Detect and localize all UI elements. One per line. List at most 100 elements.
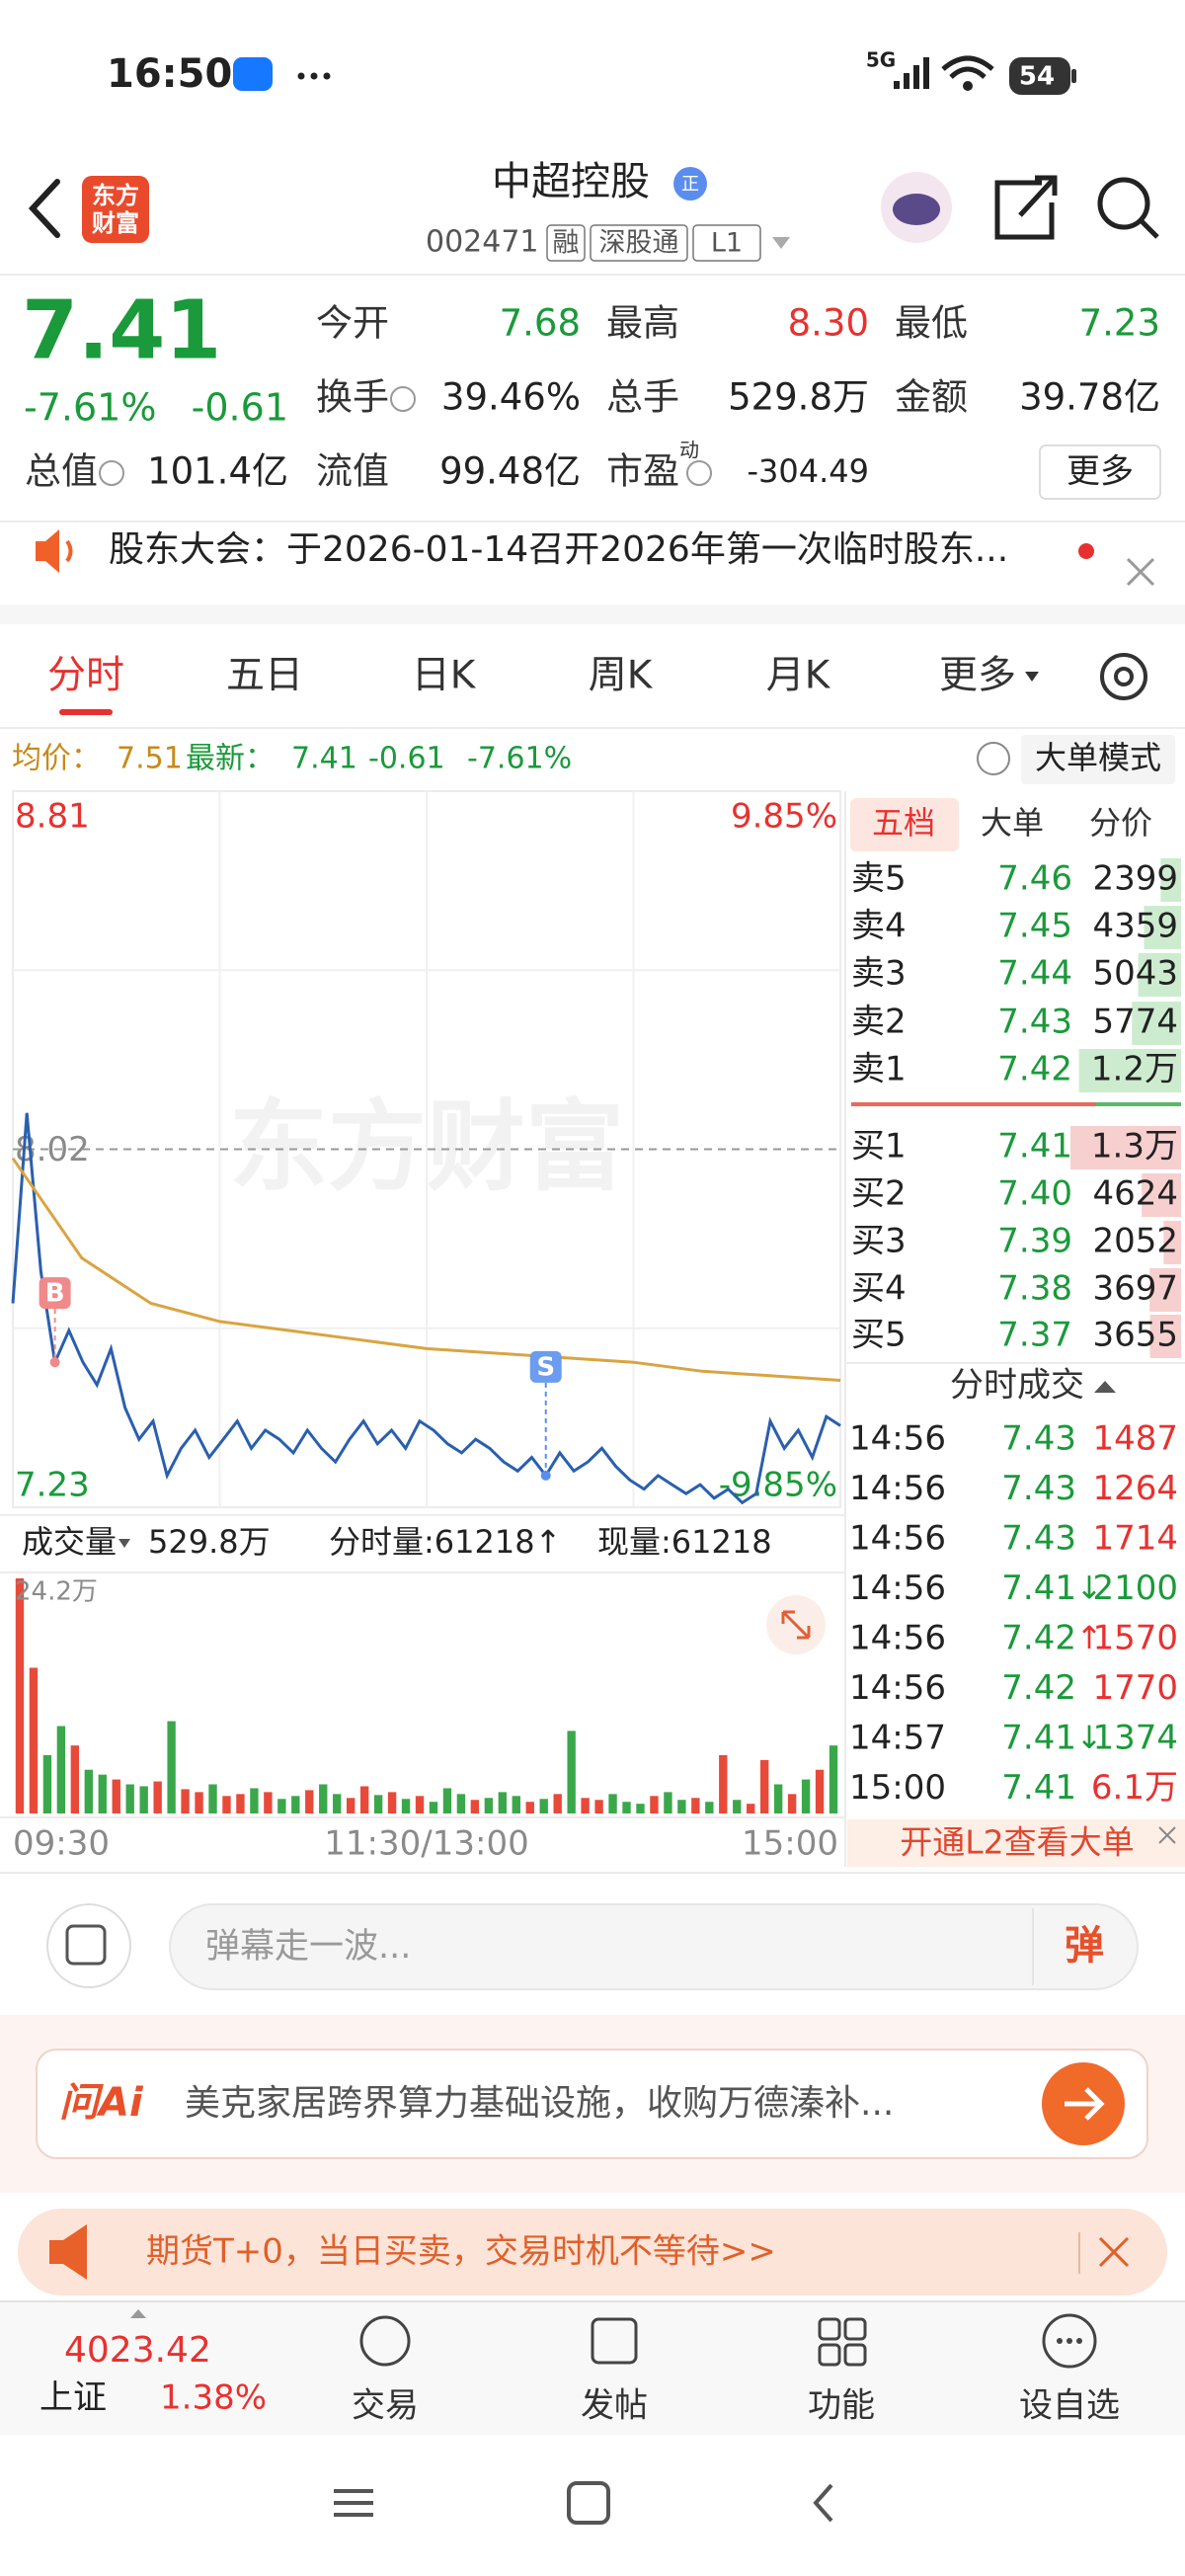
time-label: 15:00 xyxy=(742,1824,838,1864)
promo-text[interactable]: 期货T+0，当日买卖，交易时机不等待>> xyxy=(146,2232,776,2272)
book-label: 卖3 xyxy=(851,954,907,994)
share-icon[interactable] xyxy=(994,175,1058,240)
volume-bar xyxy=(594,1800,603,1813)
close-icon[interactable] xyxy=(1126,557,1155,587)
volume-bar xyxy=(84,1769,94,1813)
promo-banner[interactable] xyxy=(18,2209,1167,2295)
danmaku-toggle[interactable] xyxy=(46,1903,131,1988)
more-button-text[interactable]: 更多 xyxy=(1066,452,1134,492)
nav-item[interactable]: 设自选 xyxy=(1019,2386,1120,2426)
more-caret xyxy=(1025,672,1039,682)
book-price: 7.39 xyxy=(997,1222,1072,1261)
volume-bar xyxy=(567,1731,576,1813)
trade-time: 14:57 xyxy=(849,1719,946,1758)
more-button[interactable] xyxy=(1039,444,1161,500)
volume-bar xyxy=(112,1779,120,1813)
settings-icon[interactable] xyxy=(1100,653,1147,700)
nav-item[interactable]: 交易 xyxy=(352,2386,419,2426)
depth-bar xyxy=(1138,953,1181,997)
book-volume: 3697 xyxy=(1092,1269,1178,1309)
nav-icon xyxy=(843,2343,867,2367)
volume-bar xyxy=(346,1798,356,1813)
marker-label: B xyxy=(45,1279,65,1309)
system-back[interactable] xyxy=(813,2483,833,2523)
trade-price: 7.42 xyxy=(1001,1619,1076,1658)
index-name: 上证 xyxy=(40,2378,107,2418)
volume-bar xyxy=(539,1799,548,1813)
promo-close[interactable] xyxy=(1098,2236,1130,2268)
index-value[interactable]: 4023.42 xyxy=(64,2330,211,2371)
big-order-text[interactable]: 大单模式 xyxy=(1035,739,1161,776)
book-tab[interactable]: 分价 xyxy=(1089,804,1152,842)
big-order-button[interactable] xyxy=(1021,735,1175,784)
l2-close[interactable] xyxy=(1158,1826,1176,1844)
nav-item[interactable]: 发帖 xyxy=(581,2386,648,2426)
stat-value: 39.78亿 xyxy=(1019,376,1160,419)
book-volume: 4359 xyxy=(1092,907,1178,946)
latest-label: 最新： xyxy=(186,742,275,776)
l2-text[interactable]: 开通L2查看大单 xyxy=(900,1823,1134,1862)
volume-caret xyxy=(118,1539,130,1548)
stat-label: 市盈 xyxy=(606,450,679,493)
y-tick-label: 8.81 xyxy=(15,797,90,837)
tab[interactable]: 五日 xyxy=(226,654,303,698)
depth-bar xyxy=(1163,1221,1181,1264)
volume-bar xyxy=(208,1784,217,1813)
danmaku-input[interactable] xyxy=(169,1903,1139,1990)
trade-price: 7.41 xyxy=(1001,1569,1076,1608)
info-icon[interactable] xyxy=(686,460,712,486)
volume-bar xyxy=(787,1794,797,1813)
tab[interactable]: 周K xyxy=(589,654,654,698)
book-tab[interactable]: 五档 xyxy=(872,804,935,842)
logo xyxy=(82,176,149,243)
book-price: 7.37 xyxy=(997,1316,1072,1355)
notice-text[interactable]: 股东大会：于2026-01-14召开2026年第一次临时股东... xyxy=(109,529,1008,570)
nav-item[interactable]: 功能 xyxy=(808,2386,875,2426)
danmaku-placeholder[interactable]: 弹幕走一波... xyxy=(205,1927,411,1967)
volume-bar xyxy=(415,1796,425,1813)
dropdown-arrow[interactable] xyxy=(772,237,790,249)
tab[interactable]: 月K xyxy=(766,654,831,698)
tab[interactable]: 更多 xyxy=(939,654,1016,698)
book-label: 买4 xyxy=(851,1269,907,1309)
book-tab[interactable]: 大单 xyxy=(981,804,1044,842)
stat-label: 金额 xyxy=(895,376,968,419)
trade-volume: 1714 xyxy=(1092,1519,1178,1559)
section-gap xyxy=(0,604,1185,624)
back-button[interactable] xyxy=(28,179,60,238)
tab[interactable]: 分时 xyxy=(47,654,124,698)
depth-bar xyxy=(1149,1268,1181,1312)
volume-bar xyxy=(498,1792,508,1813)
book-label: 买2 xyxy=(851,1174,907,1214)
volume-bar xyxy=(622,1802,631,1813)
trades-title[interactable]: 分时成交 xyxy=(950,1366,1084,1406)
signal-bar xyxy=(904,73,909,89)
ai-box[interactable] xyxy=(36,2049,1148,2159)
volume-bar xyxy=(815,1769,825,1813)
time-label: 11:30/13:00 xyxy=(324,1824,528,1864)
time-label: 09:30 xyxy=(13,1824,110,1864)
volume-bar xyxy=(29,1667,39,1813)
danmaku-send[interactable]: 弹 xyxy=(1065,1923,1104,1969)
help-icon[interactable] xyxy=(977,742,1010,775)
tag: 融 xyxy=(553,228,580,259)
depth-bar xyxy=(1132,1002,1181,1045)
tag-box xyxy=(546,224,586,262)
ai-text[interactable]: 美克家居跨界算力基础设施，收购万德溱补... xyxy=(185,2083,894,2124)
speaker-icon xyxy=(36,529,59,573)
l2-banner[interactable] xyxy=(847,1819,1185,1867)
info-icon[interactable] xyxy=(390,386,416,412)
stock-code: 002471 xyxy=(426,225,539,260)
volume-label[interactable]: 成交量 xyxy=(22,1523,117,1561)
system-home[interactable] xyxy=(567,2481,610,2525)
avg-value: 7.51 xyxy=(117,742,183,776)
latest-value: 7.41 xyxy=(291,742,357,776)
book-volume: 2052 xyxy=(1092,1222,1178,1261)
search-icon[interactable] xyxy=(1097,177,1150,230)
volume-bar xyxy=(759,1759,769,1813)
book-volume: 1.3万 xyxy=(1091,1127,1178,1167)
nav-icon xyxy=(818,2343,841,2367)
info-icon[interactable] xyxy=(99,460,124,486)
tab[interactable]: 日K xyxy=(412,654,477,698)
